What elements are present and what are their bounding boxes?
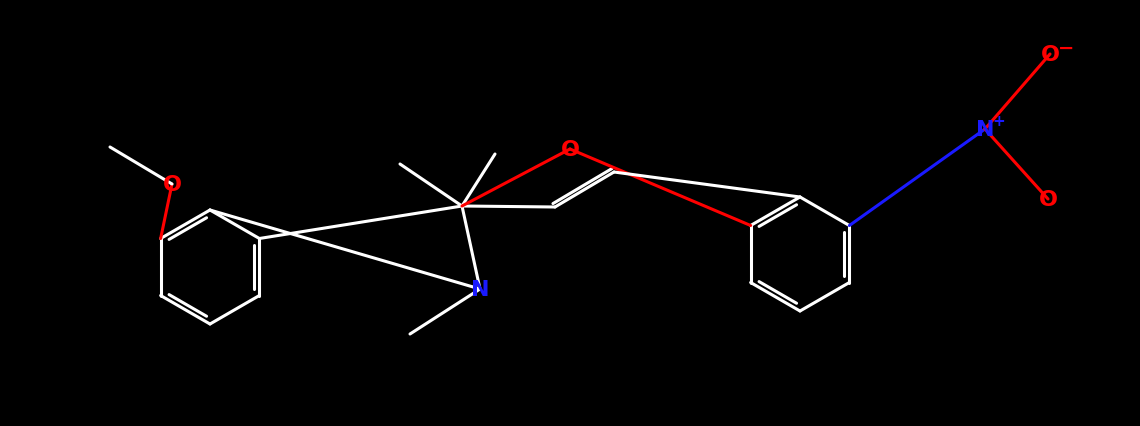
Text: −: − xyxy=(1058,38,1074,58)
Text: O: O xyxy=(163,175,181,195)
Text: +: + xyxy=(993,114,1005,129)
Text: N: N xyxy=(471,279,489,299)
Text: N: N xyxy=(976,120,994,140)
Text: O: O xyxy=(1041,45,1059,65)
Text: O: O xyxy=(561,140,579,160)
Text: O: O xyxy=(1039,190,1058,210)
